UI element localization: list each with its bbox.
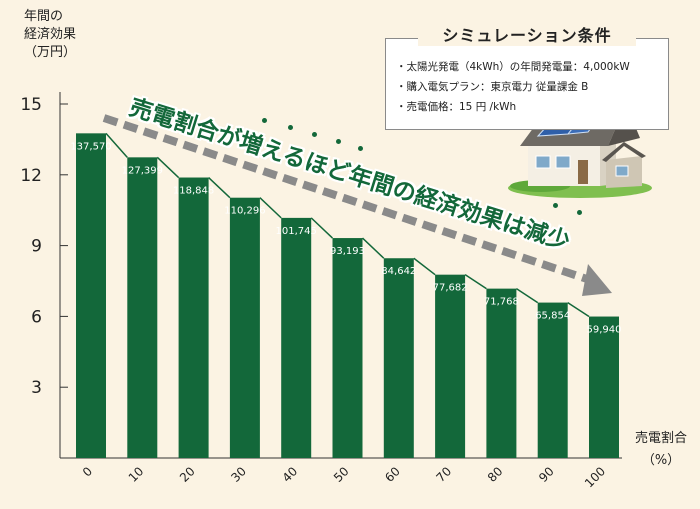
trend-connector xyxy=(310,217,334,239)
bar-value-label: 65,854 xyxy=(535,311,570,322)
trend-connector xyxy=(567,301,590,318)
bar-value-label: 93,193 xyxy=(330,246,365,257)
y-axis-label: 年間の 経済効果 （万円） xyxy=(24,9,77,60)
bar-value-label: 118,848 xyxy=(173,186,214,197)
bar xyxy=(383,258,414,458)
y-tick-label: 9 xyxy=(31,237,42,257)
trend-arrowhead xyxy=(582,264,612,296)
bar xyxy=(281,217,312,458)
x-tick-label: 0 xyxy=(80,464,95,479)
x-tick-label: 40 xyxy=(280,464,301,485)
conditions-list: 太陽光発電（4kWh）の年間発電量：4,000kW 購入電気プラン：東京電力 従… xyxy=(386,39,668,117)
bar xyxy=(332,238,363,458)
trend-connector xyxy=(464,274,487,290)
emphasis-dot xyxy=(336,139,341,144)
bar xyxy=(76,133,106,459)
emphasis-dot xyxy=(553,203,558,208)
bar-value-label: 101,745 xyxy=(276,226,317,237)
bar-value-label: 71,768 xyxy=(484,297,519,308)
x-tick-label: 20 xyxy=(177,464,198,485)
emphasis-dot xyxy=(312,132,317,137)
bar-value-label: 84,642 xyxy=(381,266,416,277)
trend-arrow xyxy=(102,114,592,284)
x-tick-label: 100 xyxy=(582,464,608,490)
x-tick-label: 80 xyxy=(485,464,506,485)
bar-value-label: 110,296 xyxy=(224,206,265,217)
emphasis-dot xyxy=(358,146,363,151)
trend-connector xyxy=(208,176,231,199)
emphasis-dot xyxy=(577,210,582,215)
x-tick-label: 10 xyxy=(126,464,147,485)
y-tick-label: 6 xyxy=(31,307,42,327)
bar xyxy=(589,316,619,458)
condition-item: 太陽光発電（4kWh）の年間発電量：4,000kW xyxy=(396,57,668,77)
condition-item: 購入電気プラン：東京電力 従量課金 B xyxy=(396,77,668,97)
x-tick-label: 30 xyxy=(228,464,249,485)
bar xyxy=(127,157,158,458)
emphasis-dot xyxy=(288,125,293,130)
x-tick-label: 90 xyxy=(536,464,557,485)
trend-connector xyxy=(156,156,180,179)
bar xyxy=(178,177,209,458)
x-axis-label: 売電割合 （%） xyxy=(634,431,687,468)
trend-connector xyxy=(105,132,128,158)
y-tick-label: 15 xyxy=(20,95,42,115)
bar-value-label: 137,570 xyxy=(70,141,111,152)
y-tick-label: 3 xyxy=(31,378,42,398)
x-tick-label: 70 xyxy=(434,464,455,485)
bar-value-label: 59,940 xyxy=(587,325,622,336)
bar xyxy=(435,274,466,458)
conditions-panel: 太陽光発電（4kWh）の年間発電量：4,000kW 購入電気プラン：東京電力 従… xyxy=(385,38,669,130)
x-tick-label: 60 xyxy=(382,464,403,485)
bar xyxy=(537,302,568,458)
conditions-title: シミュレーション条件 xyxy=(418,22,636,46)
condition-item: 売電価格：15 円 /kWh xyxy=(396,97,668,117)
x-tick-label: 50 xyxy=(331,464,352,485)
y-tick-label: 12 xyxy=(20,166,42,186)
trend-connector xyxy=(515,288,539,304)
bar xyxy=(229,197,260,458)
trend-connector xyxy=(413,257,436,276)
trend-connector xyxy=(259,197,282,219)
bar-value-label: 77,682 xyxy=(433,283,468,294)
bar-value-label: 127,399 xyxy=(122,165,163,176)
bar xyxy=(486,288,517,458)
emphasis-dot xyxy=(262,118,267,123)
trend-connector xyxy=(361,237,385,259)
